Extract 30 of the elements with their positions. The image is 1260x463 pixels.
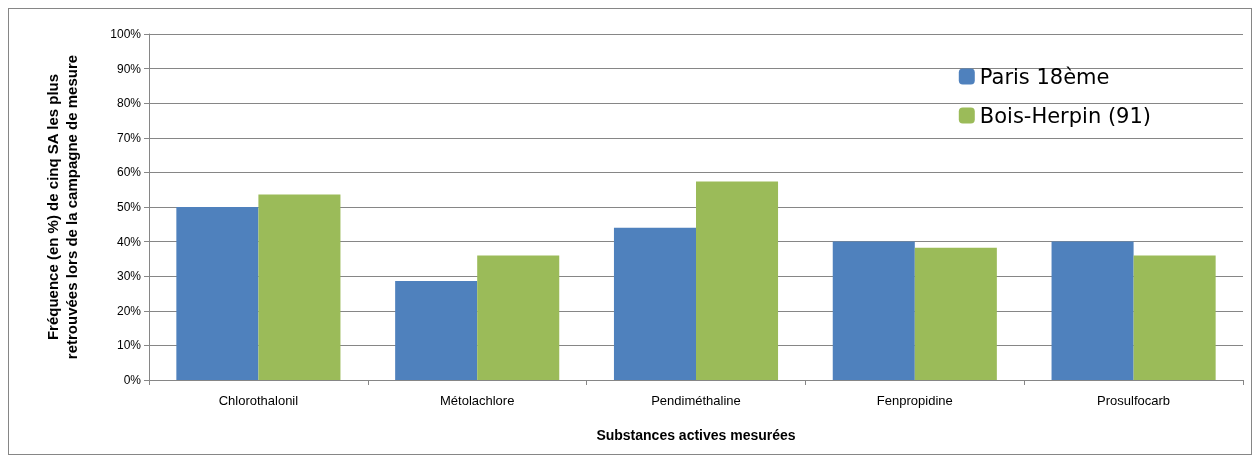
x-tick-label: Chlorothalonil	[218, 393, 299, 408]
y-tick-label: 80%	[116, 96, 142, 111]
bar	[613, 227, 696, 380]
bar	[1051, 241, 1134, 380]
x-tick-label: Métolachlore	[439, 393, 515, 408]
y-tick-label: 60%	[116, 165, 142, 180]
bar	[1133, 255, 1216, 380]
legend-label: Paris 18ème	[979, 64, 1110, 89]
bar	[914, 247, 997, 380]
bar	[258, 194, 341, 380]
y-axis-title: Fréquence (en %) de cinq SA les plus retrouvées lors de la campagne de mesure	[44, 54, 80, 360]
x-axis-title: Substances actives mesurées	[596, 427, 796, 443]
bar	[477, 255, 560, 380]
bar	[696, 181, 779, 380]
y-tick-label: 0%	[123, 373, 142, 387]
x-tick-label: Fenpropidine	[876, 393, 953, 408]
y-tick-label: 50%	[116, 200, 142, 214]
legend-label: Bois-Herpin (91)	[979, 103, 1152, 128]
y-tick-label: 30%	[116, 269, 142, 284]
y-tick-label: 90%	[116, 61, 142, 76]
bar	[176, 207, 259, 380]
y-tick-label: 10%	[116, 338, 142, 353]
x-tick-label: Pendiméthaline	[651, 393, 741, 408]
y-tick-label: 20%	[116, 303, 142, 318]
x-tick-label: Prosulfocarb	[1097, 393, 1171, 408]
y-tick-label: 100%	[110, 27, 142, 41]
y-tick-label: 40%	[116, 234, 142, 249]
bar	[832, 241, 915, 380]
y-tick-label: 70%	[116, 130, 142, 145]
bar	[395, 281, 478, 380]
